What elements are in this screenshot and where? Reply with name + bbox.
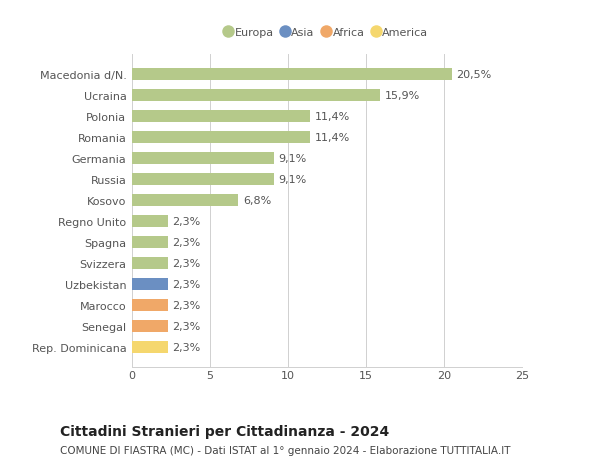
Text: 11,4%: 11,4% [314,112,350,122]
Text: 9,1%: 9,1% [278,175,307,185]
Text: Cittadini Stranieri per Cittadinanza - 2024: Cittadini Stranieri per Cittadinanza - 2… [60,425,389,438]
Bar [132,111,310,123]
Text: 2,3%: 2,3% [173,258,201,269]
Bar [132,258,168,269]
Bar [132,237,168,248]
Text: 9,1%: 9,1% [278,154,307,164]
Text: 20,5%: 20,5% [457,70,492,80]
Bar [132,341,168,353]
Bar [132,69,452,81]
Text: 2,3%: 2,3% [173,342,201,352]
Bar [132,153,274,164]
Bar [132,174,274,185]
Bar [132,300,168,311]
Bar [132,90,380,102]
Text: COMUNE DI FIASTRA (MC) - Dati ISTAT al 1° gennaio 2024 - Elaborazione TUTTITALIA: COMUNE DI FIASTRA (MC) - Dati ISTAT al 1… [60,445,511,455]
Text: 2,3%: 2,3% [173,217,201,227]
Text: 6,8%: 6,8% [243,196,271,206]
Bar [132,216,168,227]
Text: 2,3%: 2,3% [173,321,201,331]
Text: 11,4%: 11,4% [314,133,350,143]
Text: 2,3%: 2,3% [173,280,201,290]
Bar [132,195,238,207]
Bar [132,320,168,332]
Bar [132,132,310,144]
Legend: Europa, Asia, Africa, America: Europa, Asia, Africa, America [221,23,433,42]
Text: 2,3%: 2,3% [173,238,201,247]
Text: 2,3%: 2,3% [173,300,201,310]
Bar [132,279,168,290]
Text: 15,9%: 15,9% [385,91,420,101]
